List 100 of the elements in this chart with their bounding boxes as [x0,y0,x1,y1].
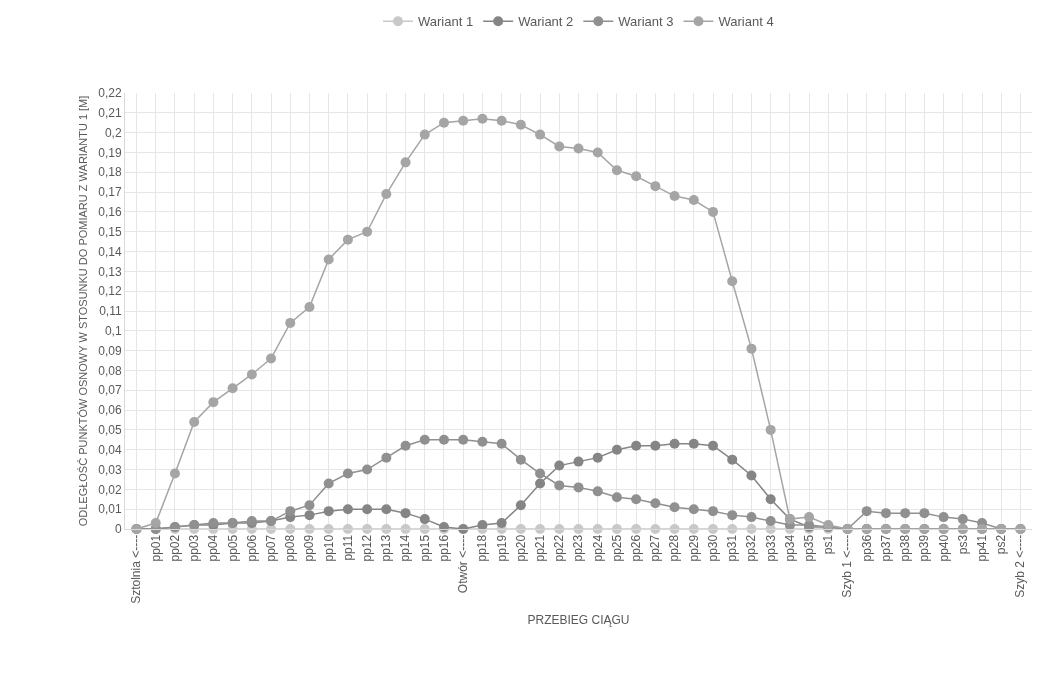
point [458,434,469,445]
x-tick-label: pp32 [744,534,759,562]
point [458,115,469,126]
point [573,456,584,467]
x-tick-label: pp11 [340,534,355,561]
y-tick-label: 0,08 [98,363,122,378]
point [746,343,757,354]
point [650,181,661,192]
y-tick-label: 0,18 [98,165,122,180]
point [362,464,373,475]
point [189,416,200,427]
point [708,506,719,517]
x-tick-label: pp27 [648,534,663,562]
y-tick-label: 0,15 [98,224,122,239]
point [746,512,757,523]
point [362,226,373,237]
point [957,514,968,525]
legend-label: Wariant 4 [718,14,774,30]
point [669,502,680,513]
y-tick-label: 0,05 [98,423,122,438]
point [592,147,603,158]
point [938,512,949,523]
x-tick-label: pp36 [859,534,874,562]
x-tick-label: pp37 [878,534,893,562]
x-tick-label: pp01 [148,534,163,562]
point [419,434,430,445]
point [496,115,507,126]
x-tick-label: pp09 [302,534,317,562]
y-tick-label: 0,13 [98,264,122,279]
x-tick-label: Szyb 1 <---- [840,534,855,598]
point [727,276,738,287]
x-tick-label: pp24 [590,534,605,562]
point [438,434,449,445]
point [285,506,296,517]
point [342,234,353,245]
point [496,518,507,529]
y-tick-label: 0,14 [98,244,122,259]
point [266,353,277,364]
x-tick-label: pp20 [513,534,528,562]
point [669,438,680,449]
x-tick-label: pp15 [417,534,432,562]
point [227,383,238,394]
x-tick-label: pp28 [667,534,682,562]
x-tick-label: pp21 [532,534,547,562]
x-tick-label: pp31 [725,534,740,562]
point [611,492,622,503]
x-tick-label: pp19 [494,534,509,562]
point [285,317,296,328]
point [631,440,642,451]
x-tick-label: pp05 [225,534,240,562]
point [342,468,353,479]
x-tick-label: pp25 [609,534,624,562]
x-tick-label: pp02 [167,534,182,562]
point [592,486,603,497]
x-tick-label: pp30 [705,534,720,562]
point [362,504,373,515]
x-tick-label: pp12 [360,534,375,562]
x-tick-label: pp35 [801,534,816,562]
point [554,460,565,471]
y-tick-label: 0,01 [98,502,122,517]
x-tick-label: ps2 [994,534,1009,555]
point [304,510,315,521]
x-tick-label: pp26 [629,534,644,562]
y-tick-label: 0,2 [104,125,122,140]
x-tick-label: pp07 [263,534,278,562]
x-tick-label: ps3 [955,534,970,555]
point [765,516,776,527]
point [708,524,719,534]
x-tick-label: pp03 [187,534,202,562]
point [727,510,738,521]
point [650,498,661,509]
point [515,500,526,511]
y-tick-label: 0,03 [98,462,122,477]
point [708,206,719,217]
point [669,191,680,202]
point [496,438,507,449]
point [400,440,411,451]
y-axis-title: ODLEGŁOŚĆ PUNKTÓW OSNOWY W STOSUNKU DO POMIARU Z WARIANTU 1 [M] [76,95,89,527]
x-tick-label: pp38 [898,534,913,562]
point [708,440,719,451]
point [746,470,757,481]
point [515,119,526,130]
x-tick-label: pp16 [436,534,451,562]
x-tick-label: pp40 [936,534,951,562]
point [400,157,411,168]
point [611,165,622,176]
y-tick-label: 0,16 [98,205,122,220]
y-tick-label: 0,02 [98,482,122,497]
legend-label: Wariant 3 [618,14,674,30]
point [535,478,546,489]
legend-label: Wariant 1 [418,14,474,30]
y-tick-label: 0,04 [98,442,122,457]
point [438,117,449,128]
x-tick-label: pp04 [206,534,221,562]
x-tick-label: pp06 [244,534,259,562]
point [554,480,565,491]
x-tick-label: pp34 [782,534,797,562]
x-axis-title: PRZEBIEG CIĄGU [527,612,630,627]
legend-label: Wariant 2 [518,14,574,30]
point [573,143,584,154]
